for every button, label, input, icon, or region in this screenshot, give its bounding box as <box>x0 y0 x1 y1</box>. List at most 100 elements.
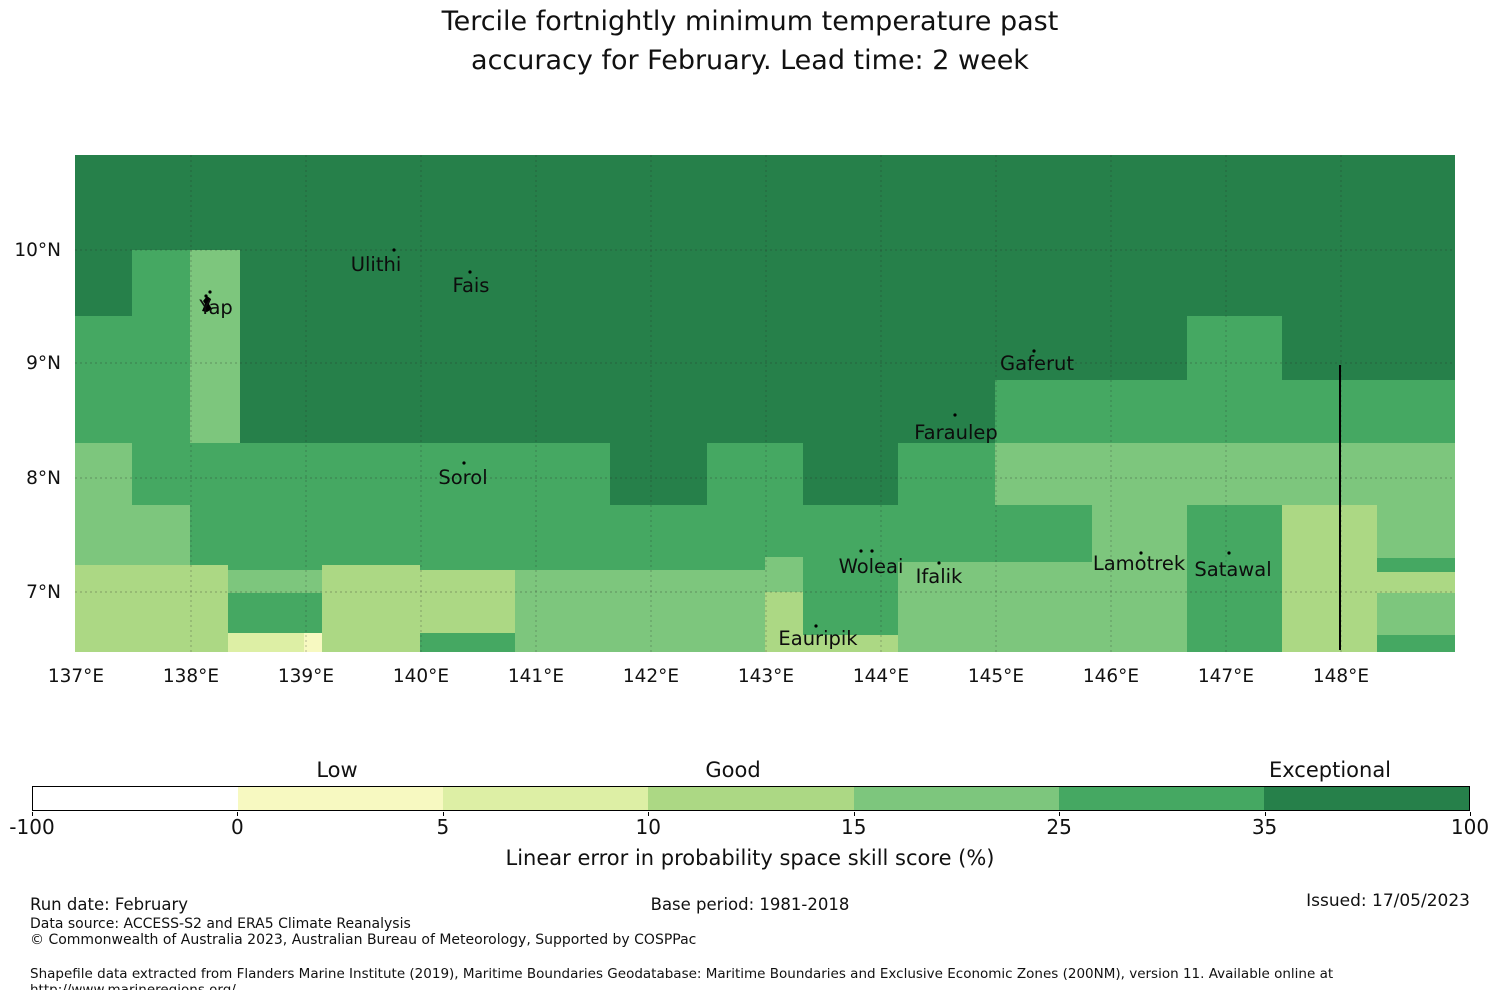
base-period-label: Base period: 1981-2018 <box>650 895 850 914</box>
issued-date-label: Issued: 17/05/2023 <box>1306 891 1470 911</box>
colorbar-segment <box>1058 787 1264 810</box>
x-axis-tick-label: 138°E <box>163 666 219 687</box>
island-label-satawal: Satawal <box>1194 558 1271 581</box>
colorbar-segment <box>853 787 1059 810</box>
map-cell <box>803 635 898 652</box>
chart-title-line1: Tercile fortnightly minimum temperature … <box>441 6 1059 37</box>
map-cell <box>75 565 228 652</box>
colorbar-tick-mark <box>1470 812 1471 816</box>
colorbar-tick-mark <box>1059 812 1061 816</box>
map-cell <box>765 570 803 592</box>
ulithi-island-marker-icon <box>392 248 396 252</box>
data-source-label: Data source: ACCESS-S2 and ERA5 Climate … <box>30 916 411 932</box>
map-cell <box>1282 505 1377 652</box>
colorbar-tick-mark <box>853 812 855 816</box>
map-cell <box>132 505 190 570</box>
x-axis-tick-label: 145°E <box>968 666 1024 687</box>
map-cell <box>995 505 1092 562</box>
map-cell <box>322 565 420 652</box>
map-cell <box>228 593 322 633</box>
colorbar-tick-mark <box>648 812 650 816</box>
x-axis-tick-label: 148°E <box>1313 666 1369 687</box>
map-cell <box>132 250 190 443</box>
colorbar-tick-label: 25 <box>1046 815 1072 839</box>
colorbar-tick-mark <box>442 812 444 816</box>
map-cell <box>75 316 132 443</box>
map-cell <box>75 443 132 570</box>
x-axis-tick-label: 147°E <box>1198 666 1254 687</box>
satawal-island-marker-icon <box>1227 551 1231 555</box>
map-cell <box>515 570 765 652</box>
island-label-sorol: Sorol <box>438 466 487 489</box>
x-axis-tick-label: 141°E <box>508 666 564 687</box>
island-label-eauripik: Eauripik <box>778 627 858 650</box>
eauripik-island-marker-icon <box>814 624 818 628</box>
map-cell <box>420 633 515 652</box>
woleai-island-marker-icon <box>859 549 863 553</box>
map-cell <box>1092 570 1187 652</box>
map-cell <box>228 570 322 593</box>
y-axis-tick-label: 8°N <box>26 468 61 489</box>
colorbar-segment <box>1263 787 1469 810</box>
map-cell <box>707 443 803 505</box>
x-axis-tick-label: 144°E <box>853 666 909 687</box>
colorbar-tick-label: 100 <box>1450 815 1490 839</box>
lamotrek-island-marker-icon <box>1139 551 1143 555</box>
island-label-woleai: Woleai <box>839 555 904 578</box>
colorbar-tick-label: 5 <box>436 815 450 839</box>
island-label-yap: Yap <box>198 296 233 319</box>
woleai-island-marker-icon <box>870 549 874 553</box>
chart-title: Tercile fortnightly minimum temperature … <box>0 2 1500 80</box>
map-plot: Yap Ulithi Fais Gaferut Faraulep Sorol Woleai I… <box>14 155 1455 687</box>
map-cell <box>898 443 995 505</box>
x-axis-tick-label: 143°E <box>738 666 794 687</box>
x-axis-tick-label: 140°E <box>393 666 449 687</box>
faraulep-island-marker-icon <box>953 413 957 417</box>
shapefile-attribution-label: Shapefile data extracted from Flanders M… <box>30 966 1334 990</box>
map-cell <box>190 250 240 443</box>
map-cell <box>1377 443 1455 558</box>
colorbar-tick-label: 35 <box>1251 815 1278 839</box>
island-label-gaferut: Gaferut <box>1000 352 1074 375</box>
map-cell <box>228 633 304 652</box>
run-date-label: Run date: February <box>30 895 189 914</box>
x-axis-tick-label: 137°E <box>48 666 104 687</box>
colorbar-tick-label: -100 <box>9 815 55 839</box>
colorbar-axis-title: Linear error in probability space skill … <box>505 846 995 870</box>
island-label-ifalik: Ifalik <box>916 565 963 588</box>
gaferut-island-marker-icon <box>1032 349 1036 353</box>
island-label-lamotrek: Lamotrek <box>1093 552 1186 575</box>
colorbar-segment <box>33 787 239 810</box>
map-cell <box>765 592 803 652</box>
colorbar-tick-mark <box>32 812 33 816</box>
island-label-faraulep: Faraulep <box>914 421 998 444</box>
x-axis-tick-label: 142°E <box>623 666 679 687</box>
map-cell <box>1377 635 1455 652</box>
map-cell <box>898 562 1092 652</box>
colorbar <box>32 786 1470 811</box>
island-label-ulithi: Ulithi <box>351 253 402 276</box>
colorbar-band-label: Low <box>316 758 358 782</box>
yap-island-shape-icon <box>202 296 212 312</box>
map-cell <box>1187 505 1282 652</box>
map-cell <box>190 505 803 570</box>
colorbar-band-label: Exceptional <box>1268 758 1392 782</box>
map-cell <box>995 380 1455 443</box>
chart-title-line2: accuracy for February. Lead time: 2 week <box>471 45 1029 76</box>
y-axis-tick-label: 10°N <box>14 240 61 261</box>
x-axis-tick-label: 139°E <box>278 666 334 687</box>
y-axis-tick-label: 7°N <box>26 582 61 603</box>
colorbar-tick-label: 15 <box>840 815 867 839</box>
map-cell <box>304 633 322 652</box>
map-cell <box>765 557 803 570</box>
x-axis-tick-label: 146°E <box>1083 666 1139 687</box>
map-cell <box>1377 593 1455 635</box>
map-cell <box>803 505 898 635</box>
ifalik-island-marker-icon <box>937 561 941 565</box>
colorbar-tick-mark <box>237 812 239 816</box>
yap-island-marker-icon <box>208 290 212 294</box>
sorol-island-marker-icon <box>462 461 466 465</box>
colorbar-segment <box>443 787 649 810</box>
map-cell <box>1377 572 1455 593</box>
